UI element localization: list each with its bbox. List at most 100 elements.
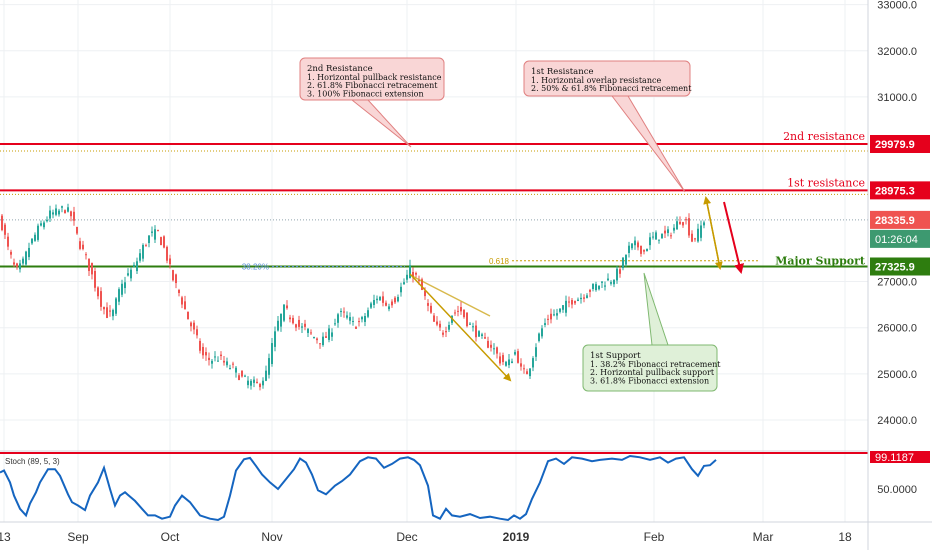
candle-up: [367, 310, 369, 317]
candle-down: [292, 317, 294, 324]
time-axis[interactable]: 13 Sep Oct Nov Dec 2019 Feb Mar 18: [0, 521, 932, 544]
oscillator-label: Stoch (89, 5, 3): [5, 457, 60, 466]
candle-down: [421, 279, 423, 290]
candle-up: [133, 264, 135, 267]
candle-down: [433, 315, 435, 322]
candle-down: [193, 322, 195, 330]
candle-down: [184, 301, 186, 310]
candle-up: [658, 239, 660, 241]
candle-down: [94, 271, 96, 288]
candle-down: [679, 221, 681, 224]
candle-up: [607, 278, 609, 281]
candle-down: [316, 338, 318, 341]
time-tick-label: 18: [838, 530, 852, 544]
candle-down: [523, 368, 525, 370]
candle-up: [115, 298, 117, 314]
candle-up: [703, 222, 705, 226]
callout-pointer: [643, 272, 669, 346]
candle-up: [529, 368, 531, 377]
candle-down: [454, 312, 456, 314]
candle-down: [88, 258, 90, 271]
candle-down: [487, 340, 489, 348]
candle-down: [16, 263, 18, 267]
candle-up: [505, 361, 507, 366]
price-tick-label: 32000.0: [877, 46, 917, 58]
candle-up: [469, 323, 471, 325]
candle-down: [415, 272, 417, 275]
price-tag: [870, 181, 930, 200]
candle-up: [280, 313, 282, 327]
candle-down: [79, 241, 81, 249]
candle-down: [223, 360, 225, 363]
candle-down: [241, 370, 243, 377]
price-axis[interactable]: 33000.0 32000.0 31000.0 27000.0 26000.0 25000…: [867, 0, 932, 550]
candle-down: [172, 270, 174, 281]
candle-up: [562, 305, 564, 310]
time-tick-label: Oct: [161, 530, 180, 544]
oscillator-value-label: 99.1187: [875, 452, 914, 464]
oscillator-tick-label: 50.0000: [877, 484, 917, 496]
candle-down: [190, 322, 192, 327]
candle-up: [19, 263, 21, 270]
candle-up: [124, 282, 126, 289]
candle-down: [64, 210, 66, 214]
candle-down: [640, 245, 642, 254]
candle-down: [187, 311, 189, 320]
candle-down: [91, 262, 93, 275]
time-tick-label: Feb: [644, 530, 665, 544]
level-label-1: 1st resistance: [787, 176, 865, 189]
candle-up: [217, 360, 219, 362]
candle-up: [211, 360, 213, 364]
candle-down: [460, 307, 462, 312]
candle-down: [424, 290, 426, 297]
candle-up: [544, 323, 546, 325]
candle-up: [31, 238, 33, 244]
callout-pointer: [350, 99, 412, 148]
candle-up: [277, 320, 279, 331]
candle-down: [295, 324, 297, 328]
candle-up: [631, 243, 633, 249]
callout-line: 1. 38.2% Fibonacci retracement: [590, 360, 721, 369]
candle-up: [514, 352, 516, 355]
candle-up: [25, 251, 27, 265]
candle-down: [502, 355, 504, 363]
candle-down: [1, 215, 3, 231]
candle-up: [61, 206, 63, 208]
price-tick-label: 24000.0: [877, 415, 917, 427]
candle-down: [85, 254, 87, 256]
candle-down: [163, 236, 165, 248]
price-tag: [870, 135, 930, 154]
candle-up: [283, 304, 285, 321]
candle-up: [610, 282, 612, 284]
candle-down: [430, 305, 432, 313]
candle-down: [13, 262, 15, 265]
candle-down: [325, 336, 327, 338]
candle-down: [160, 237, 162, 246]
candle-down: [619, 269, 621, 274]
candle-up: [67, 207, 69, 212]
level-label-0: 2nd resistance: [783, 130, 865, 143]
candle-down: [220, 354, 222, 357]
candle-up: [253, 379, 255, 383]
candle-up: [376, 298, 378, 301]
candle-up: [337, 314, 339, 323]
candle-up: [121, 283, 123, 295]
candle-up: [577, 299, 579, 302]
candle-up: [262, 380, 264, 386]
candle-up: [676, 221, 678, 230]
candle-up: [340, 310, 342, 313]
candle-up: [148, 235, 150, 244]
candle-down: [4, 224, 6, 235]
candle-up: [37, 225, 39, 240]
candle-down: [10, 251, 12, 255]
candle-up: [40, 223, 42, 226]
callout-line: 1. Horizontal pullback resistance: [307, 73, 442, 82]
candle-down: [100, 291, 102, 307]
candle-up: [142, 244, 144, 259]
candle-up: [649, 237, 651, 246]
candle-up: [244, 375, 246, 377]
candle-up: [595, 284, 597, 291]
candle-up: [22, 258, 24, 264]
